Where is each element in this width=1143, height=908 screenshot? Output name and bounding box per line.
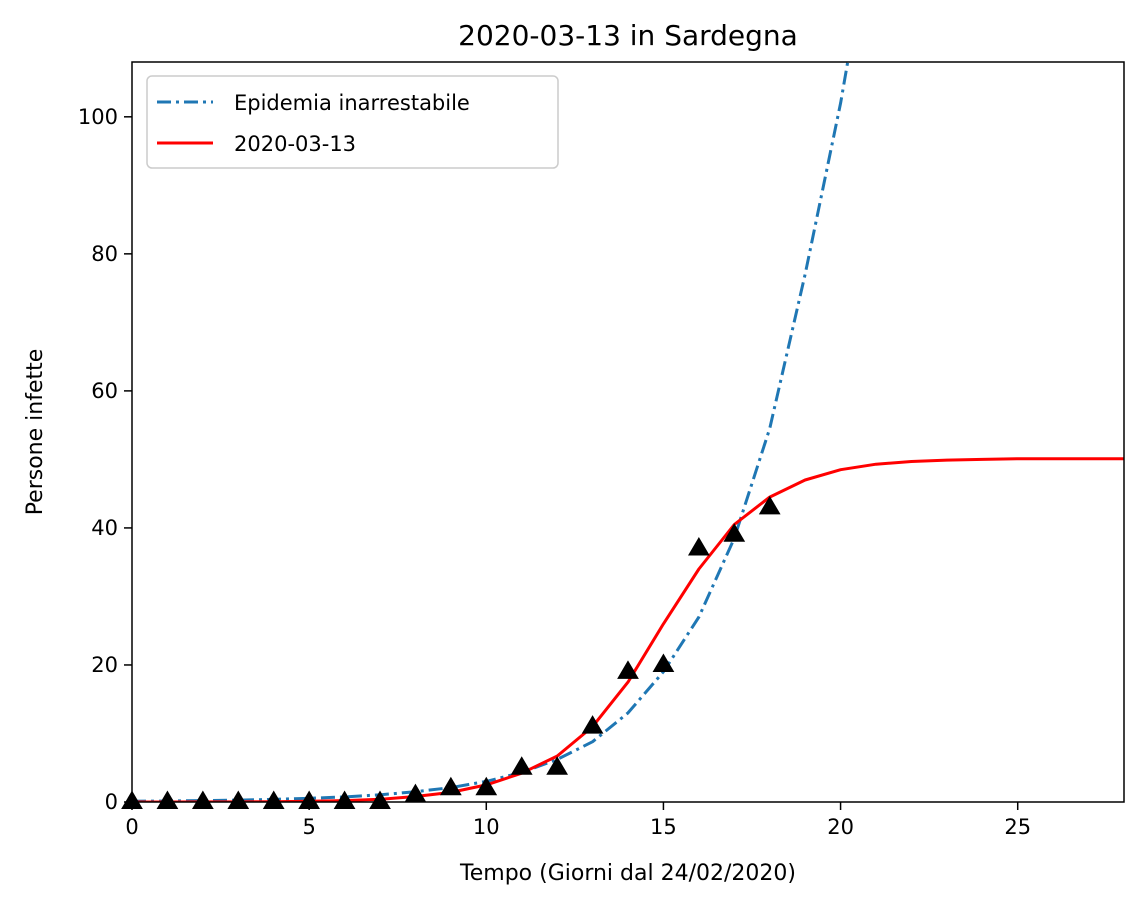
y-axis-label: Persone infette bbox=[23, 349, 48, 516]
y-tick-label: 40 bbox=[91, 516, 118, 540]
chart-title: 2020-03-13 in Sardegna bbox=[458, 19, 798, 52]
series-line-epidemia bbox=[132, 62, 850, 802]
y-axis: 0 20 40 60 80 100 bbox=[78, 105, 132, 814]
data-point-marker bbox=[369, 790, 391, 809]
data-point-marker bbox=[723, 523, 746, 542]
legend: Epidemia inarrestabile 2020-03-13 bbox=[146, 75, 559, 169]
x-tick-label: 15 bbox=[650, 815, 677, 839]
x-tick-label: 20 bbox=[827, 815, 854, 839]
data-point-marker bbox=[333, 790, 356, 809]
x-tick-label: 25 bbox=[1004, 815, 1031, 839]
data-point-marker bbox=[581, 715, 604, 734]
y-tick-label: 20 bbox=[91, 653, 118, 677]
x-axis: 0 5 10 15 20 25 bbox=[125, 802, 1031, 839]
data-point-marker bbox=[652, 653, 675, 672]
data-point-marker bbox=[262, 790, 285, 809]
data-point-marker bbox=[227, 790, 250, 809]
y-tick-label: 0 bbox=[105, 790, 118, 814]
data-point-marker bbox=[546, 756, 569, 775]
x-axis-label: Tempo (Giorni dal 24/02/2020) bbox=[459, 861, 796, 886]
plot-area bbox=[121, 61, 1125, 809]
legend-box bbox=[146, 75, 559, 169]
data-point-marker bbox=[687, 536, 710, 556]
x-tick-label: 5 bbox=[302, 815, 315, 839]
y-tick-label: 60 bbox=[91, 379, 118, 403]
data-point-marker bbox=[617, 660, 639, 679]
legend-label-epidemia: Epidemia inarrestabile bbox=[234, 91, 470, 115]
data-point-marker bbox=[439, 776, 462, 796]
x-tick-label: 10 bbox=[473, 815, 500, 839]
series-line-fit bbox=[132, 457, 1124, 802]
data-point-marker bbox=[156, 790, 179, 809]
data-point-marker bbox=[191, 790, 214, 809]
legend-label-fit: 2020-03-13 bbox=[234, 132, 356, 156]
x-tick-label: 0 bbox=[125, 815, 138, 839]
data-point-marker bbox=[510, 756, 533, 775]
plot-frame bbox=[131, 61, 1125, 803]
y-tick-label: 80 bbox=[91, 242, 118, 266]
data-point-marker bbox=[758, 495, 781, 515]
y-tick-label: 100 bbox=[78, 105, 118, 129]
data-point-marker bbox=[475, 776, 498, 796]
